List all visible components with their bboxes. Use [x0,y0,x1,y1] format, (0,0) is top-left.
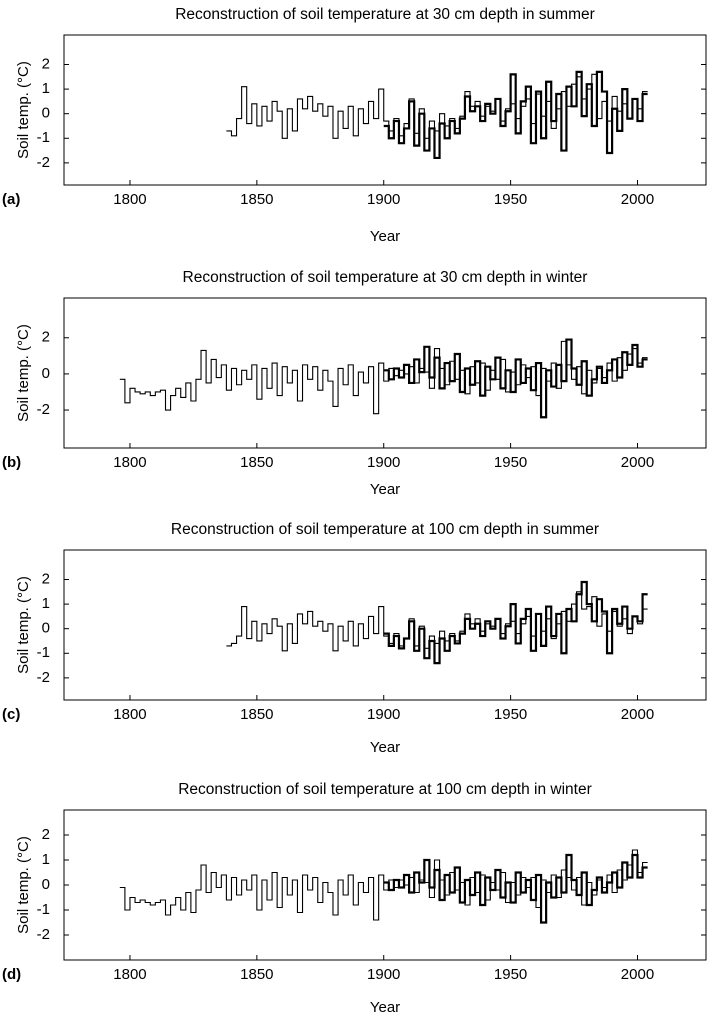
x-tick-label: 1950 [494,191,527,208]
x-tick-label: 1800 [113,454,146,471]
x-axis-label: Year [370,481,400,498]
y-tick-label: -1 [37,644,50,661]
series-line [383,70,648,160]
y-tick-label: -2 [37,926,50,943]
y-tick-label: -2 [37,154,50,171]
y-tick-label: 2 [42,329,50,346]
y-tick-label: 1 [42,80,50,97]
x-tick-label: 2000 [621,706,654,723]
y-axis-label: Soil temp. (°C) [15,576,32,674]
y-tick-label: 0 [42,365,50,382]
series-line [119,340,648,415]
y-axis-label: Soil temp. (°C) [15,836,32,934]
y-tick-label: -1 [37,901,50,918]
x-tick-label: 1800 [113,191,146,208]
plot-frame [63,297,707,449]
y-tick-label: -2 [37,401,50,418]
x-tick-label: 2000 [621,191,654,208]
x-tick-label: 1850 [240,706,273,723]
x-tick-label: 1800 [113,966,146,983]
x-tick-label: 1950 [494,454,527,471]
x-tick-label: 1850 [240,966,273,983]
x-tick-label: 1950 [494,706,527,723]
y-tick-label: 1 [42,595,50,612]
y-tick-label: -2 [37,669,50,686]
x-axis-label: Year [370,999,400,1016]
series-line [226,73,648,139]
plot-frame [63,34,707,186]
x-tick-label: 1950 [494,966,527,983]
x-axis-label: Year [370,228,400,245]
plot-frame [63,809,707,961]
series-line [383,580,648,665]
panel-label: (c) [2,706,20,723]
series-line [226,591,648,652]
panel-label: (d) [2,966,21,983]
chart-title: Reconstruction of soil temperature at 10… [178,781,592,798]
plot-frame [63,549,707,701]
x-tick-label: 1900 [367,191,400,208]
chart-title: Reconstruction of soil temperature at 10… [171,521,599,538]
panel-label: (b) [2,454,21,471]
y-tick-label: 0 [42,876,50,893]
series-line [383,338,648,419]
series-line [119,849,648,921]
y-tick-label: -1 [37,129,50,146]
y-tick-label: 2 [42,826,50,843]
series-line [383,853,648,924]
y-tick-label: 0 [42,620,50,637]
y-tick-label: 2 [42,55,50,72]
y-axis-label: Soil temp. (°C) [15,324,32,422]
x-tick-label: 1900 [367,454,400,471]
x-tick-label: 2000 [621,966,654,983]
y-tick-label: 2 [42,570,50,587]
chart-title: Reconstruction of soil temperature at 30… [175,6,595,23]
x-tick-label: 1850 [240,454,273,471]
x-tick-label: 1850 [240,191,273,208]
chart-title: Reconstruction of soil temperature at 30… [183,269,588,286]
panel-label: (a) [2,191,20,208]
x-tick-label: 1900 [367,706,400,723]
x-tick-label: 1800 [113,706,146,723]
y-tick-label: 0 [42,105,50,122]
x-tick-label: 1900 [367,966,400,983]
x-axis-label: Year [370,739,400,756]
y-tick-label: 1 [42,851,50,868]
y-axis-label: Soil temp. (°C) [15,61,32,159]
x-tick-label: 2000 [621,454,654,471]
